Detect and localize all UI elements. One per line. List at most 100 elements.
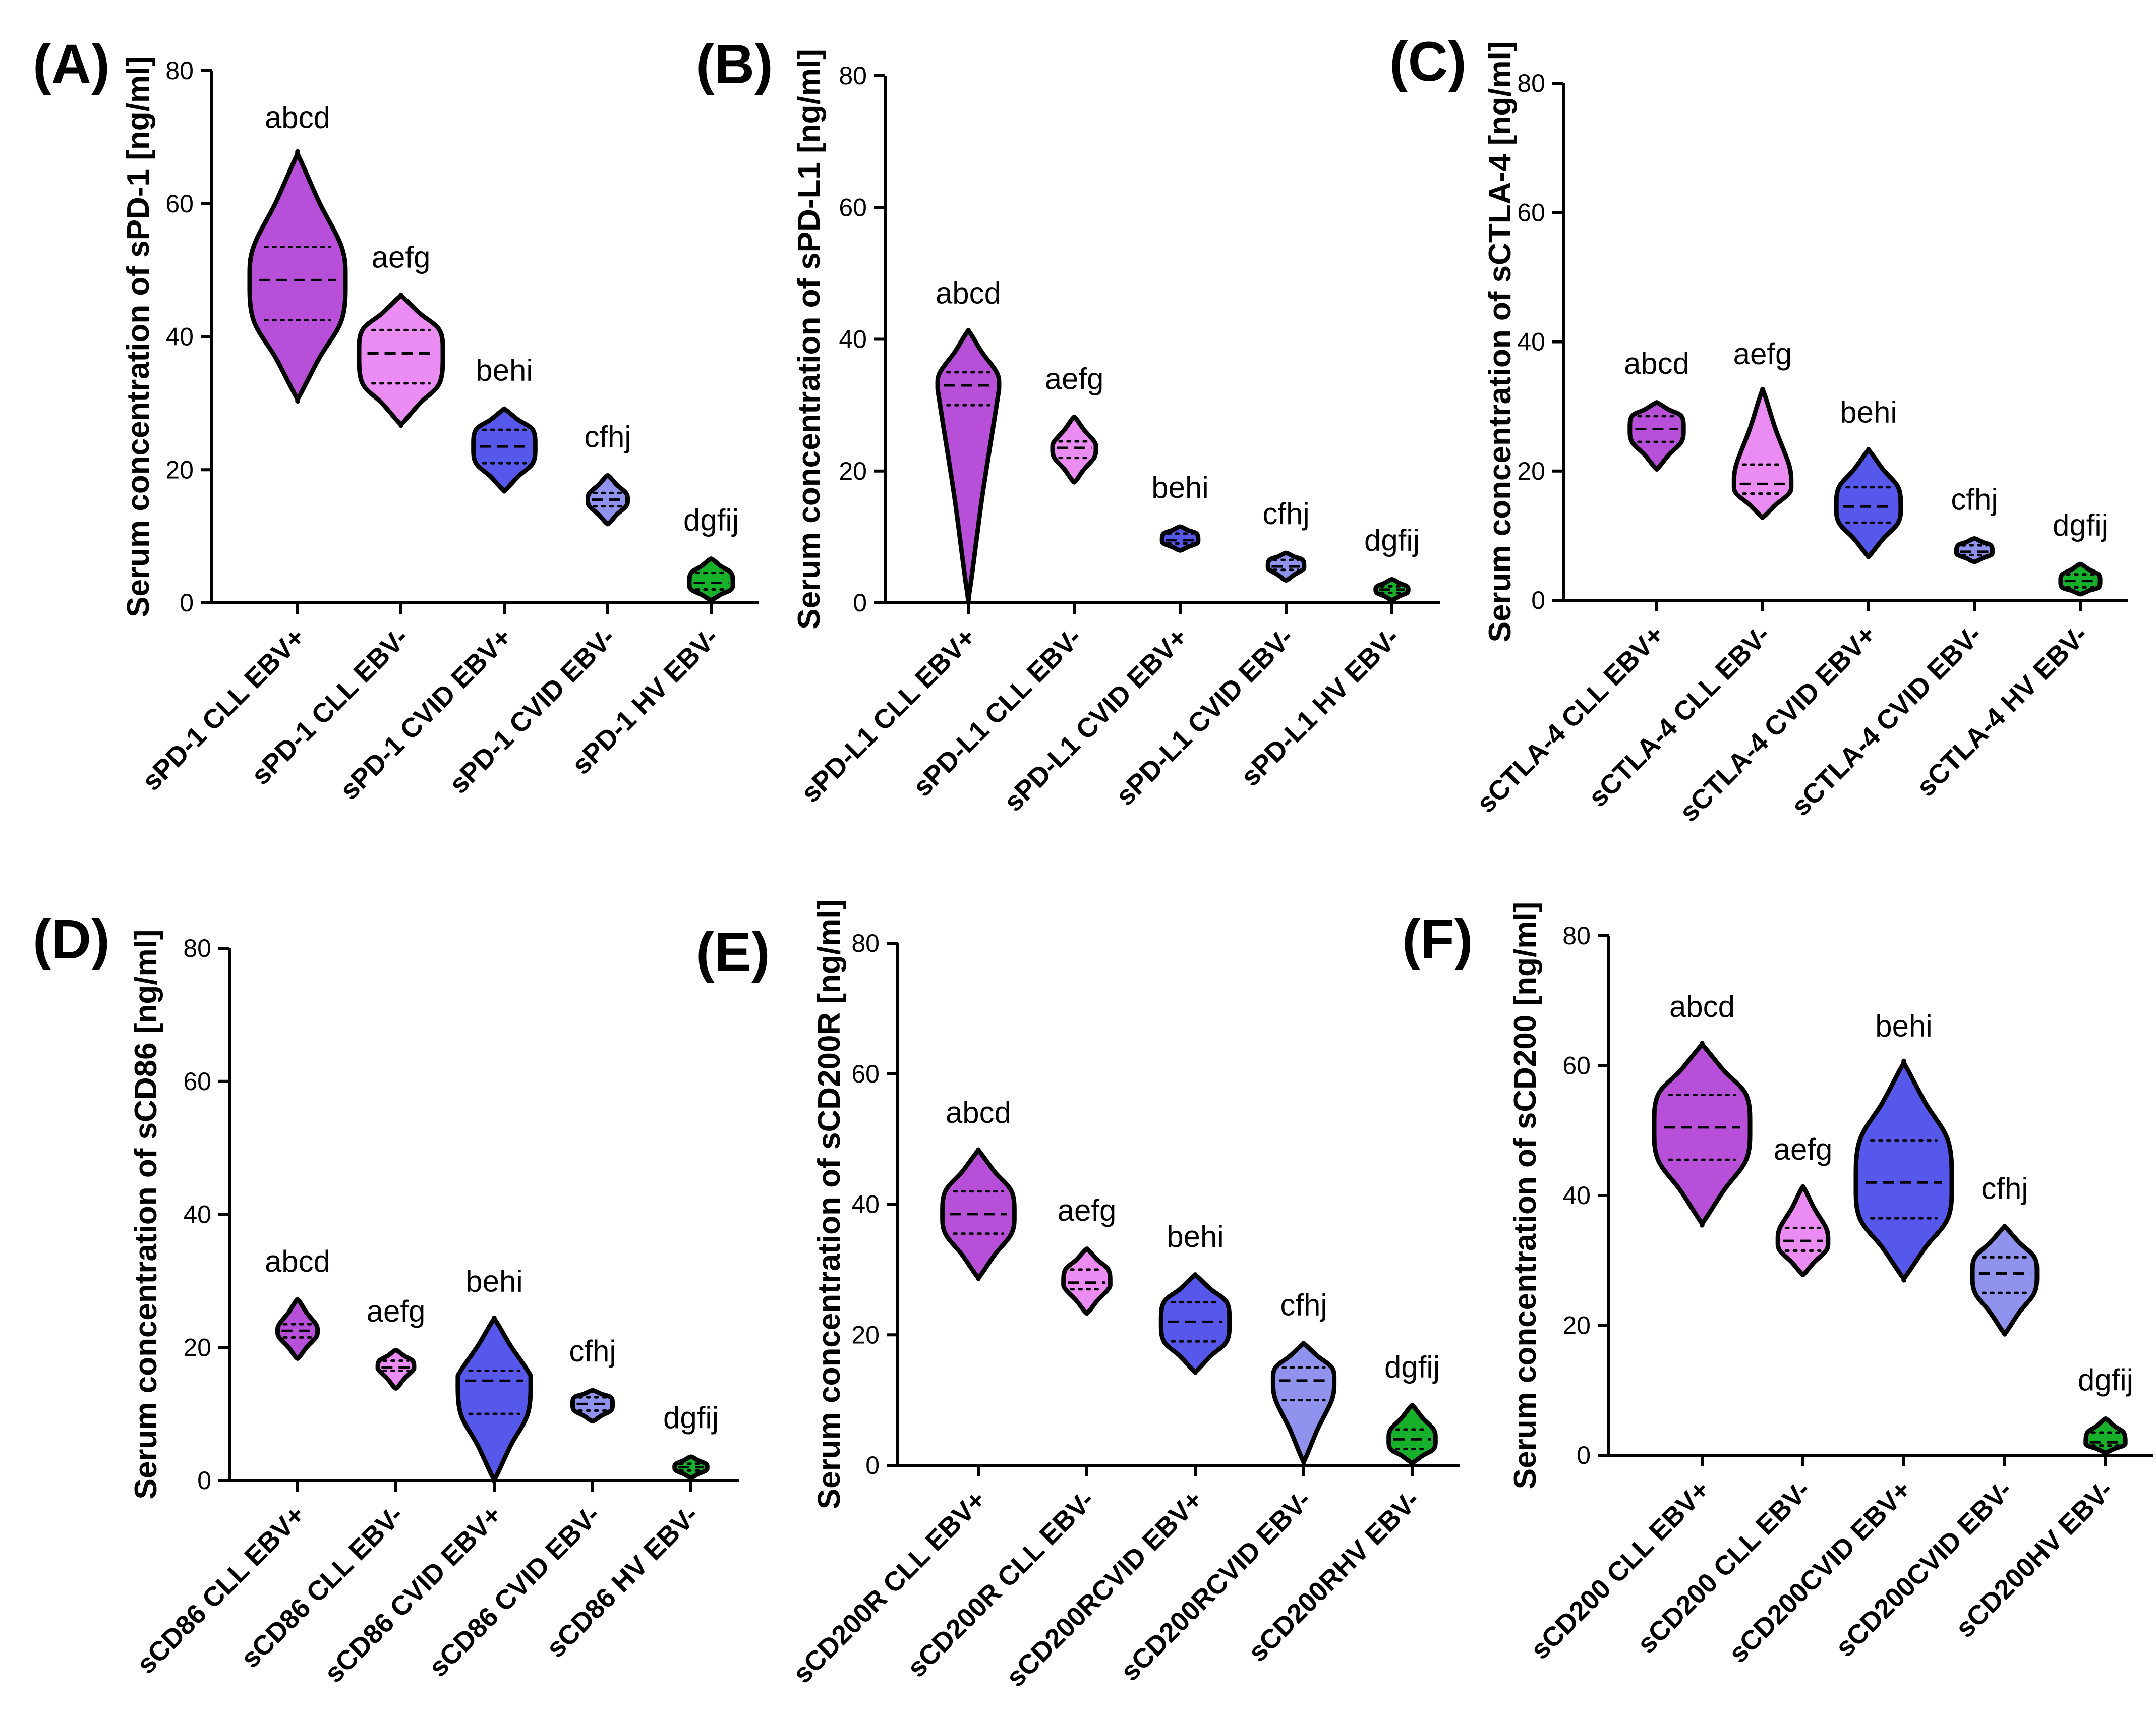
significance-label: dgfij xyxy=(2053,508,2108,542)
significance-label: dgfij xyxy=(1364,523,1420,557)
significance-label: aefg xyxy=(367,1294,426,1328)
y-axis-label: Serum concentration of sCD86 [ng/ml] xyxy=(129,930,163,1500)
panel-letter: (E) xyxy=(696,921,770,983)
significance-label: abcd xyxy=(936,276,1001,310)
y-axis-label: Serum concentration of sCD200 [ng/ml] xyxy=(1508,902,1543,1489)
significance-label: cfhj xyxy=(569,1334,616,1368)
significance-label: cfhj xyxy=(1262,497,1309,531)
y-tick-label: 0 xyxy=(1531,586,1545,614)
y-tick-label: 80 xyxy=(1517,69,1545,97)
significance-label: cfhj xyxy=(1981,1171,2028,1205)
panel-letter: (C) xyxy=(1389,31,1467,93)
panel-letter: (D) xyxy=(33,908,110,971)
violin xyxy=(247,149,348,404)
violin xyxy=(935,328,1002,603)
y-tick-label: 20 xyxy=(183,1333,211,1361)
y-axis-label: Serum concentration of sPD-1 [ng/ml] xyxy=(121,56,156,617)
y-tick-label: 0 xyxy=(853,589,867,617)
violin xyxy=(2058,561,2103,597)
significance-label: abcd xyxy=(1669,990,1735,1023)
y-tick-label: 40 xyxy=(165,323,194,351)
category-label: sPD-L1 CLL EBV+ xyxy=(795,622,982,809)
violin xyxy=(375,1348,417,1391)
category-label: sCD200R CLL EBV- xyxy=(902,1485,1100,1683)
category-label: sPD-1 CVID EBV+ xyxy=(334,622,518,806)
category-label: sCD86 CLL EBV+ xyxy=(131,1500,311,1680)
y-tick-label: 0 xyxy=(197,1466,211,1495)
violin xyxy=(357,292,445,428)
y-tick-label: 0 xyxy=(865,1451,880,1479)
violin xyxy=(1158,1272,1232,1375)
panel-letter: (F) xyxy=(1402,908,1473,971)
category-label: sCD200 CLL EBV+ xyxy=(1525,1474,1715,1665)
category-label: sCD200CVID EBV- xyxy=(1830,1474,2018,1663)
y-tick-label: 80 xyxy=(165,56,194,85)
y-axis-label: Serum concentration of sPD-L1 [ng/ml] xyxy=(792,49,827,630)
y-axis-label: Serum concentration of sCTLA-4 [ng/ml] xyxy=(1483,41,1518,643)
violin xyxy=(1159,524,1201,553)
violin xyxy=(585,473,630,527)
y-tick-label: 20 xyxy=(839,457,867,485)
y-tick-label: 80 xyxy=(1562,922,1591,950)
panel-letter: (B) xyxy=(696,33,773,95)
significance-label: behi xyxy=(465,1265,522,1298)
significance-label: cfhj xyxy=(1951,482,1998,516)
y-tick-label: 0 xyxy=(1577,1441,1591,1469)
category-label: sCD200 CLL EBV- xyxy=(1631,1474,1816,1659)
significance-label: abcd xyxy=(1624,347,1689,380)
category-label: sCD86 CVID EBV+ xyxy=(319,1500,508,1689)
violin xyxy=(1373,577,1411,602)
significance-label: aefg xyxy=(1774,1132,1833,1166)
violin xyxy=(1731,386,1794,520)
violin xyxy=(1652,1041,1753,1228)
significance-label: behi xyxy=(476,354,533,387)
significance-label: dgfij xyxy=(2078,1363,2133,1397)
panel-3: (D) Serum concentration of sCD86 [ng/ml] 0… xyxy=(33,908,739,1689)
panel-2: (C) Serum concentration of sCTLA-4 [ng/ml… xyxy=(1389,31,2128,828)
violin xyxy=(687,556,735,603)
panel-1: (B) Serum concentration of sPD-L1 [ng/ml]… xyxy=(696,33,1440,817)
significance-label: behi xyxy=(1167,1220,1223,1254)
category-label: sCD86 CLL EBV- xyxy=(235,1500,409,1674)
y-tick-label: 20 xyxy=(851,1321,880,1349)
violin xyxy=(672,1454,710,1480)
category-label: sCD86 CVID EBV- xyxy=(423,1500,606,1683)
significance-label: abcd xyxy=(265,100,330,134)
violin xyxy=(2083,1416,2128,1455)
significance-label: dgfij xyxy=(683,503,739,537)
y-tick-label: 60 xyxy=(165,190,194,218)
category-label: sCD200RCVID EBV+ xyxy=(1001,1485,1209,1693)
significance-label: abcd xyxy=(946,1096,1011,1129)
significance-label: aefg xyxy=(1733,337,1792,371)
y-tick-label: 40 xyxy=(1562,1181,1591,1210)
panel-0: (A) Serum concentration of sPD-1 [ng/ml] 0… xyxy=(33,33,759,806)
y-tick-label: 60 xyxy=(851,1060,880,1088)
y-tick-label: 60 xyxy=(183,1067,211,1096)
category-label: sCTLA-4 CLL EBV- xyxy=(1583,619,1776,813)
y-tick-label: 20 xyxy=(165,455,194,484)
significance-label: abcd xyxy=(265,1244,330,1278)
category-label: sPD-L1 CVID EBV- xyxy=(1110,622,1300,812)
y-axis-label: Serum concentration of sCD200R [ng/ml] xyxy=(812,899,847,1509)
y-tick-label: 60 xyxy=(839,193,867,221)
violin xyxy=(1270,1341,1337,1465)
significance-label: dgfij xyxy=(1384,1350,1440,1384)
significance-label: behi xyxy=(1840,395,1897,429)
y-tick-label: 40 xyxy=(1517,328,1545,356)
category-label: sCD200R CLL EBV+ xyxy=(787,1485,992,1689)
significance-label: dgfij xyxy=(663,1401,719,1435)
y-tick-label: 0 xyxy=(180,589,194,617)
y-tick-label: 40 xyxy=(839,325,867,354)
category-label: sCTLA-4 CVID EBV- xyxy=(1786,619,1988,822)
category-label: sPD-L1 CVID EBV+ xyxy=(998,622,1193,817)
significance-label: behi xyxy=(1151,471,1208,504)
significance-label: aefg xyxy=(1058,1193,1117,1227)
violin xyxy=(940,1147,1017,1281)
violin xyxy=(471,406,538,494)
violin xyxy=(1775,1184,1831,1277)
y-tick-label: 60 xyxy=(1562,1052,1591,1080)
violin xyxy=(1834,447,1903,559)
violin xyxy=(1061,1246,1113,1316)
y-tick-label: 80 xyxy=(183,934,211,962)
